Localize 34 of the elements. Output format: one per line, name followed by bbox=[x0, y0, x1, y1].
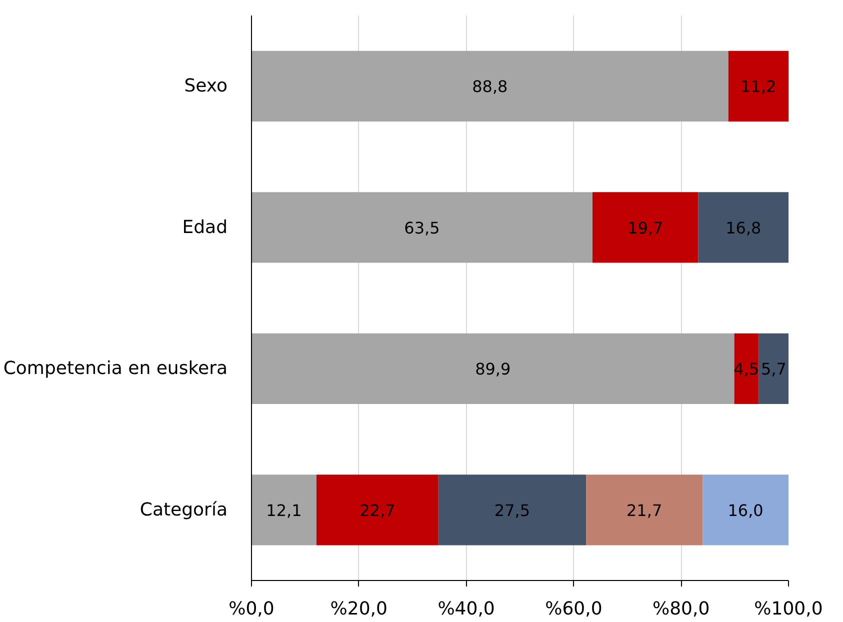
bar bbox=[316, 474, 438, 546]
data-label: 11,2 bbox=[740, 77, 776, 96]
x-tick-label: %80,0 bbox=[652, 598, 710, 620]
bar bbox=[252, 50, 728, 122]
x-tick-label: %20,0 bbox=[330, 598, 388, 620]
bar bbox=[252, 474, 316, 546]
bar bbox=[252, 333, 734, 404]
x-tick-label: %100,0 bbox=[754, 598, 823, 620]
x-tick-label: %40,0 bbox=[438, 598, 495, 620]
y-tick-label: Edad bbox=[182, 216, 228, 238]
data-label: 12,1 bbox=[266, 500, 302, 520]
data-label: 19,7 bbox=[628, 218, 664, 238]
y-tick-label: Sexo bbox=[184, 76, 228, 97]
x-tick-label: %60,0 bbox=[545, 598, 602, 620]
x-tick-label: %0,0 bbox=[228, 598, 274, 620]
data-label: 22,7 bbox=[360, 500, 396, 520]
data-label: 16,0 bbox=[728, 500, 764, 520]
data-label: 5,7 bbox=[761, 360, 786, 379]
bar bbox=[758, 333, 788, 404]
data-label: 21,7 bbox=[626, 500, 662, 520]
bar bbox=[698, 192, 788, 263]
data-label: 16,8 bbox=[726, 218, 762, 238]
data-label: 89,9 bbox=[475, 360, 511, 379]
bar bbox=[252, 192, 592, 263]
data-label: 27,5 bbox=[494, 500, 530, 520]
bar bbox=[592, 192, 698, 263]
bar bbox=[728, 50, 788, 122]
data-label: 88,8 bbox=[472, 77, 508, 96]
bar bbox=[586, 474, 703, 546]
y-tick-label: Competencia en euskera bbox=[3, 358, 228, 380]
bar bbox=[702, 474, 788, 546]
y-tick-label: Categoría bbox=[140, 499, 228, 520]
data-label: 63,5 bbox=[404, 218, 440, 238]
bar bbox=[438, 474, 586, 546]
